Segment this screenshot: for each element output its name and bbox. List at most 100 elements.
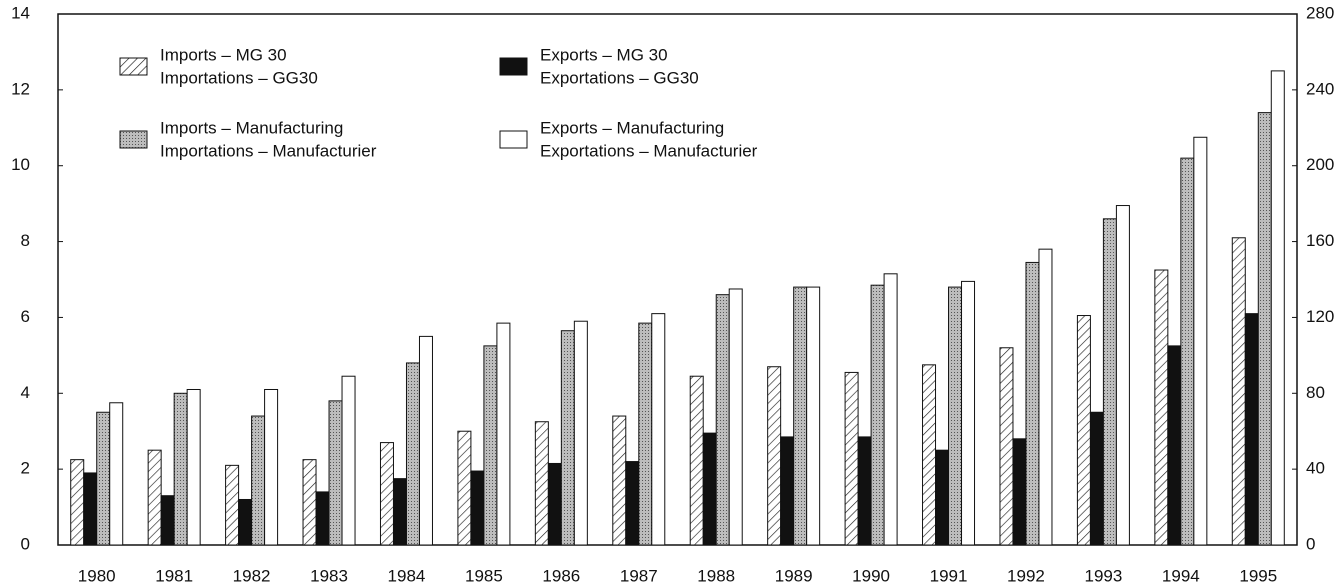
bar xyxy=(1244,313,1259,546)
legend-label: Imports – Manufacturing xyxy=(160,118,343,137)
bar xyxy=(638,322,653,546)
y-tick-label: 4 xyxy=(21,383,30,402)
bar xyxy=(1025,261,1040,546)
x-tick-label: 1987 xyxy=(620,566,658,585)
x-tick-label: 1984 xyxy=(388,566,426,585)
x-tick-label: 1989 xyxy=(775,566,813,585)
bar xyxy=(483,345,498,546)
x-tick-label: 1993 xyxy=(1084,566,1122,585)
bar xyxy=(1076,315,1091,546)
bar xyxy=(793,286,808,546)
bar xyxy=(651,313,666,546)
x-tick-label: 1981 xyxy=(155,566,193,585)
bar xyxy=(612,415,627,546)
bar xyxy=(147,449,162,546)
bar xyxy=(109,402,124,546)
legend-label: Importations – Manufacturier xyxy=(160,141,377,160)
bar xyxy=(457,430,472,546)
bar xyxy=(961,280,976,546)
bar xyxy=(379,442,394,546)
bar xyxy=(225,464,240,546)
y-tick-label: 12 xyxy=(11,79,30,98)
bar xyxy=(160,495,175,546)
bar xyxy=(534,421,549,546)
bar xyxy=(470,470,485,546)
legend-label: Importations – GG30 xyxy=(160,68,318,87)
legend-label: Exports – Manufacturing xyxy=(540,118,724,137)
bar xyxy=(496,322,511,546)
y-tick-label: 8 xyxy=(21,231,30,250)
bar xyxy=(1193,136,1208,546)
bar xyxy=(625,461,640,546)
bar xyxy=(1231,237,1246,546)
y-tick-label: 0 xyxy=(21,534,30,553)
y-tick-label: 14 xyxy=(11,3,30,22)
bar xyxy=(302,459,317,546)
y2-tick-label: 120 xyxy=(1306,307,1334,326)
bar xyxy=(1102,218,1117,546)
bar xyxy=(689,375,704,546)
y2-tick-label: 240 xyxy=(1306,79,1334,98)
bar xyxy=(573,320,588,546)
x-tick-label: 1994 xyxy=(1162,566,1200,585)
bar xyxy=(315,491,330,546)
bar xyxy=(173,392,188,546)
bar xyxy=(96,411,111,546)
y2-tick-label: 40 xyxy=(1306,459,1325,478)
bar xyxy=(405,362,420,546)
bar xyxy=(1089,411,1104,546)
y-tick-label: 6 xyxy=(21,307,30,326)
x-tick-label: 1985 xyxy=(465,566,503,585)
bar xyxy=(264,388,279,546)
bar xyxy=(83,472,98,546)
bar xyxy=(844,371,859,546)
legend-label: Exports – MG 30 xyxy=(540,45,668,64)
bar xyxy=(715,294,730,546)
legend-swatch xyxy=(119,130,148,149)
y-tick-label: 10 xyxy=(11,155,30,174)
x-tick-label: 1995 xyxy=(1239,566,1277,585)
bar xyxy=(238,498,253,546)
bar xyxy=(70,459,85,546)
bar xyxy=(418,335,433,546)
x-tick-label: 1982 xyxy=(233,566,271,585)
bar xyxy=(392,478,407,546)
bar xyxy=(857,436,872,546)
bar xyxy=(1038,248,1053,546)
bar xyxy=(1167,345,1182,546)
bar xyxy=(870,284,885,546)
bar xyxy=(1270,70,1285,546)
bar xyxy=(547,462,562,546)
bar xyxy=(1154,269,1169,546)
bar xyxy=(767,366,782,546)
bar xyxy=(1115,205,1130,546)
bar xyxy=(780,436,795,546)
bar xyxy=(999,347,1014,546)
bar xyxy=(702,432,717,546)
y-tick-label: 2 xyxy=(21,459,30,478)
bar xyxy=(251,415,266,546)
x-tick-label: 1991 xyxy=(930,566,968,585)
y2-tick-label: 200 xyxy=(1306,155,1334,174)
bar xyxy=(935,449,950,546)
bar xyxy=(560,330,575,546)
legend-label: Exportations – Manufacturier xyxy=(540,141,758,160)
bar xyxy=(922,364,937,546)
bar xyxy=(1257,112,1272,546)
legend-swatch xyxy=(499,57,528,76)
bar xyxy=(806,286,821,546)
legend-label: Exportations – GG30 xyxy=(540,68,699,87)
x-tick-label: 1986 xyxy=(542,566,580,585)
legend-label: Imports – MG 30 xyxy=(160,45,287,64)
bar xyxy=(883,273,898,546)
x-tick-label: 1990 xyxy=(852,566,890,585)
bar xyxy=(186,388,201,546)
bar xyxy=(728,288,743,546)
x-tick-label: 1992 xyxy=(1007,566,1045,585)
y2-tick-label: 160 xyxy=(1306,231,1334,250)
y2-tick-label: 80 xyxy=(1306,383,1325,402)
y2-tick-label: 0 xyxy=(1306,534,1315,553)
bar xyxy=(341,375,356,546)
x-tick-label: 1988 xyxy=(697,566,735,585)
